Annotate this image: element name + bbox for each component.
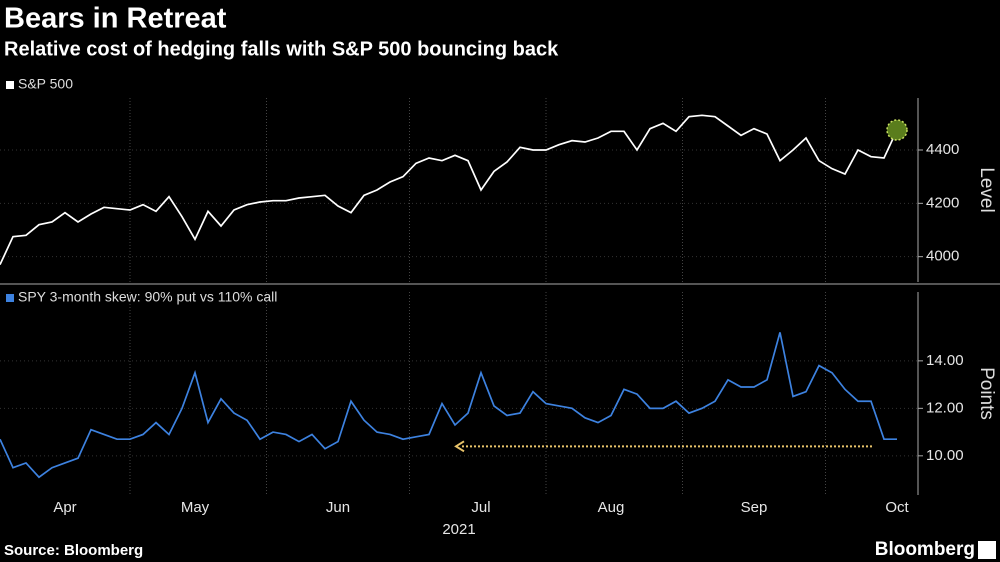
y-axis-label: Level (976, 167, 997, 212)
chart-subtitle: Relative cost of hedging falls with S&P … (4, 38, 559, 60)
brand-icon (978, 541, 996, 559)
brand: Bloomberg (875, 539, 975, 560)
legend-swatch (6, 294, 14, 302)
y-tick-label: 4000 (926, 248, 959, 265)
legend-swatch (6, 81, 14, 89)
source: Source: Bloomberg (4, 542, 143, 559)
chart-title: Bears in Retreat (4, 3, 227, 35)
x-tick-label: Jul (471, 499, 490, 516)
y-tick-label: 4400 (926, 141, 959, 158)
series-line (0, 114, 898, 266)
y-axis-label: Points (976, 367, 997, 420)
y-tick-label: 14.00 (926, 352, 964, 369)
y-tick-label: 10.00 (926, 447, 964, 464)
y-tick-label: 12.00 (926, 399, 964, 416)
x-tick-label: Oct (885, 499, 909, 516)
x-tick-label: May (181, 499, 210, 516)
series-line (0, 332, 897, 479)
highlight-marker (886, 119, 908, 141)
x-tick-label: Aug (598, 499, 625, 516)
x-tick-label: Sep (741, 499, 768, 516)
legend-label: SPY 3-month skew: 90% put vs 110% call (18, 289, 277, 305)
reference-arrow (454, 440, 465, 453)
legend-label: S&P 500 (18, 76, 73, 92)
y-tick-label: 4200 (926, 194, 959, 211)
x-tick-label: Apr (53, 499, 76, 516)
x-axis-label: 2021 (442, 521, 475, 538)
x-tick-label: Jun (326, 499, 350, 516)
